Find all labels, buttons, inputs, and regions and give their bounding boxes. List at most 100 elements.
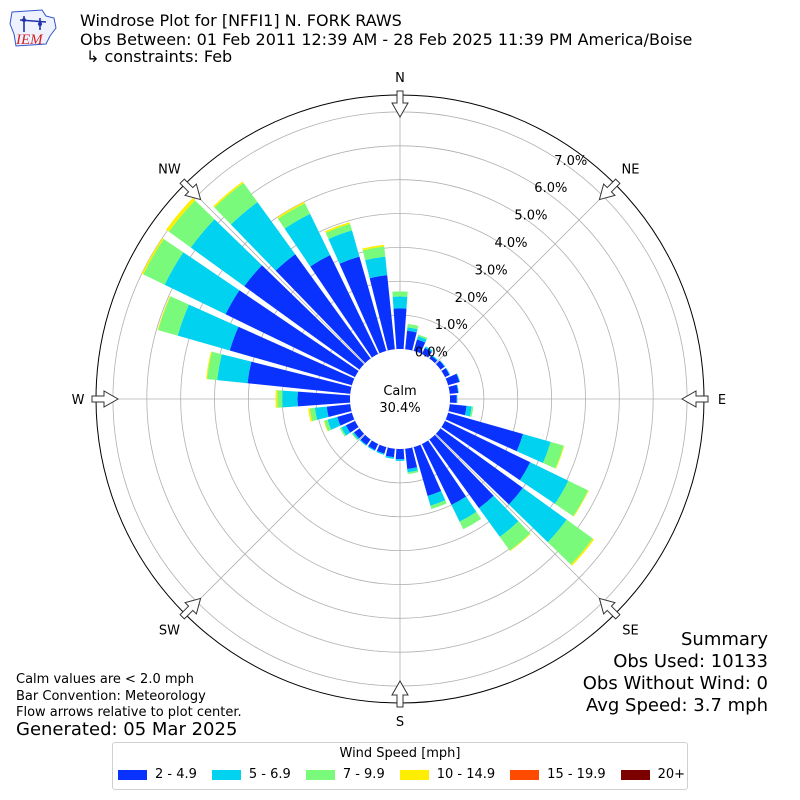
bar-dir-260-bin-3 <box>308 408 313 422</box>
radial-tick-label-3: 3.0% <box>475 263 508 278</box>
legend-label: 15 - 19.9 <box>547 767 606 782</box>
bar-dir-250-bin-1 <box>327 416 341 430</box>
bar-dir-50-bin-1 <box>439 360 446 367</box>
bar-dir-330-bin-2 <box>277 203 311 229</box>
bar-dir-290-bin-0 <box>229 326 355 386</box>
bar-dir-170-bin-2 <box>407 470 419 475</box>
grid-ring-6 <box>146 145 654 653</box>
radial-tick-label-0: 0.0% <box>415 346 448 361</box>
bar-dir-180-bin-0 <box>395 448 405 460</box>
bar-dir-0-bin-0 <box>393 308 407 350</box>
bar-convention-note: Bar Convention: Meteorology <box>16 689 206 704</box>
bar-dir-20-bin-2 <box>417 334 428 340</box>
bar-dir-340-bin-2 <box>325 223 352 239</box>
legend-item-2: 7 - 9.9 <box>305 767 385 782</box>
bar-dir-40-bin-1 <box>431 354 438 361</box>
compass-label-w: W <box>72 393 85 408</box>
summary-obs-without-wind: Obs Without Wind: 0 <box>582 673 768 694</box>
bar-dir-120-bin-0 <box>441 420 531 481</box>
compass-label-sw: SW <box>159 624 180 639</box>
bar-dir-280-bin-3 <box>206 351 212 380</box>
bar-dir-310-bin-2 <box>168 200 215 248</box>
bar-dir-30-bin-0 <box>421 347 432 358</box>
bar-dir-250-bin-2 <box>324 419 332 432</box>
bar-dir-130-bin-2 <box>547 519 593 565</box>
radial-labels: 0.0% 1.0% 2.0% 3.0% 4.0% 5.0% 6.0% 7.0% N NE E SE S S… <box>72 71 727 730</box>
legend-label: 5 - 6.9 <box>248 767 291 782</box>
legend-swatch <box>305 769 335 780</box>
bar-dir-240-bin-2 <box>339 427 346 437</box>
bar-dir-160-bin-0 <box>413 444 442 496</box>
bar-dir-270-bin-3 <box>275 390 278 408</box>
bar-dir-290-bin-1 <box>177 304 239 351</box>
bar-dir-140-bin-0 <box>429 434 494 509</box>
grid-spoke-315 <box>184 183 365 364</box>
bar-dir-310-bin-0 <box>244 265 365 370</box>
bar-dir-220-bin-1 <box>359 439 367 446</box>
bar-dir-0-bin-1 <box>392 296 408 309</box>
flow-arrow-s-icon <box>391 679 409 708</box>
flow-arrows-note: Flow arrows relative to plot center. <box>16 705 242 720</box>
bar-dir-150-bin-1 <box>451 496 477 522</box>
legend-title: Wind Speed [mph] <box>339 746 461 761</box>
bar-dir-150-bin-2 <box>459 511 482 530</box>
calm-circle: Calm 30.4% <box>350 349 450 449</box>
bar-dir-190-bin-0 <box>385 447 395 458</box>
radial-tick-label-1: 1.0% <box>435 318 468 333</box>
bar-dir-300-bin-0 <box>225 290 359 378</box>
bar-dir-350-bin-0 <box>369 275 395 351</box>
legend-label: 10 - 14.9 <box>436 767 496 782</box>
summary-title: Summary <box>681 629 768 650</box>
calm-note: Calm values are < 2.0 mph <box>16 672 195 687</box>
flow-arrow-sw-icon <box>179 597 202 620</box>
bar-dir-20-bin-0 <box>413 339 426 354</box>
bar-dir-230-bin-2 <box>351 433 359 441</box>
bar-dir-110-bin-2 <box>543 441 564 469</box>
bar-dir-330-bin-3 <box>277 201 305 219</box>
iem-logo: IEM <box>9 9 57 48</box>
bar-dir-170-bin-0 <box>405 447 418 469</box>
summary-obs-used: Obs Used: 10133 <box>613 651 768 672</box>
bar-dir-10-bin-0 <box>405 330 417 351</box>
radial-tick-label-6: 6.0% <box>534 181 567 196</box>
bar-dir-280-bin-0 <box>247 361 352 394</box>
bar-dir-20-bin-1 <box>416 336 427 343</box>
bar-dir-250-bin-0 <box>337 412 355 426</box>
flow-arrow-ne-icon <box>598 178 621 201</box>
bar-dir-110-bin-3 <box>555 445 565 469</box>
compass-label-nw: NW <box>158 162 181 177</box>
bar-dir-70-bin-1 <box>456 373 461 383</box>
grid-spoke-135 <box>435 434 616 615</box>
bar-dir-300-bin-2 <box>143 239 184 285</box>
bar-dir-80-bin-1 <box>456 384 459 393</box>
bar-dir-100-bin-0 <box>448 404 467 416</box>
bar-dir-140-bin-2 <box>499 521 531 551</box>
legend-label: 7 - 9.9 <box>342 767 385 782</box>
bar-dir-260-bin-2 <box>309 407 318 422</box>
bar-dir-340-bin-1 <box>328 230 360 264</box>
bar-dir-310-bin-3 <box>166 198 196 232</box>
summary-avg-speed: Avg Speed: 3.7 mph <box>586 695 768 716</box>
legend-item-4: 15 - 19.9 <box>510 767 606 782</box>
bar-dir-120-bin-1 <box>519 462 569 504</box>
legend-label: 2 - 4.9 <box>155 767 197 782</box>
compass-label-se: SE <box>622 624 638 639</box>
compass-arrows <box>91 90 709 708</box>
bar-dir-130-bin-1 <box>508 487 567 543</box>
bar-dir-40-bin-0 <box>429 355 438 364</box>
legend-label: 20+ <box>657 767 686 782</box>
bar-dir-340-bin-3 <box>324 222 351 233</box>
bar-dir-200-bin-1 <box>376 450 385 455</box>
radial-tick-label-2: 2.0% <box>455 291 488 306</box>
flow-arrow-n-icon <box>391 90 409 119</box>
bar-dir-320-bin-3 <box>213 181 244 208</box>
bar-dir-140-bin-1 <box>478 495 519 537</box>
grid-ring-5 <box>180 179 620 619</box>
bar-dir-150-bin-0 <box>421 440 467 505</box>
bar-dir-230-bin-0 <box>354 428 365 439</box>
bar-dir-350-bin-3 <box>362 244 385 251</box>
bar-dir-320-bin-1 <box>230 202 296 271</box>
bar-dir-160-bin-1 <box>427 491 446 506</box>
legend-item-5: 20+ <box>620 767 686 782</box>
bar-dir-300-bin-3 <box>141 238 164 275</box>
